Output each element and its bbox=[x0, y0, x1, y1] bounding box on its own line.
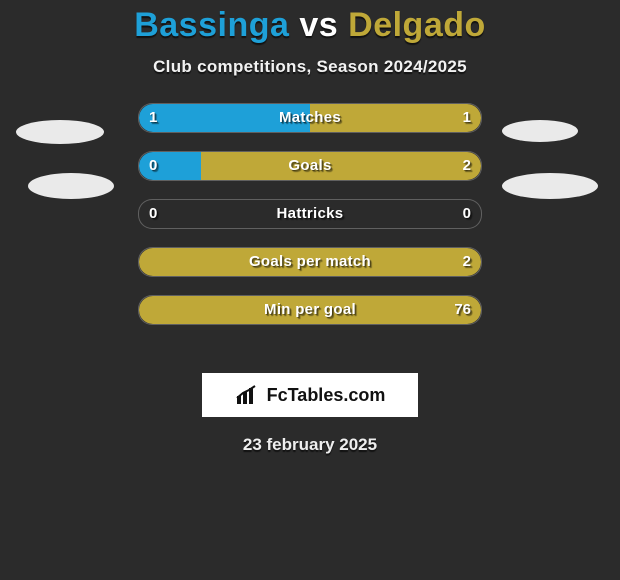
stat-value-right: 76 bbox=[454, 296, 471, 324]
stat-value-left: 0 bbox=[149, 152, 157, 180]
stat-value-right: 2 bbox=[463, 152, 471, 180]
page-title: Bassinga vs Delgado bbox=[0, 0, 620, 45]
brand-badge: FcTables.com bbox=[202, 373, 418, 417]
stats-stage: Matches11Goals02Hattricks00Goals per mat… bbox=[0, 103, 620, 363]
avatar-right-shape bbox=[502, 120, 578, 142]
stat-row: Hattricks0 0 bbox=[138, 199, 482, 229]
stat-value-left: 1 bbox=[149, 104, 157, 132]
stat-value-left: 0 bbox=[149, 200, 157, 228]
stat-row: Min per goal76 bbox=[138, 295, 482, 325]
brand-chart-icon bbox=[235, 384, 261, 406]
stat-label: Hattricks bbox=[139, 200, 481, 228]
stat-value-right: 1 bbox=[463, 104, 471, 132]
stat-label: Goals bbox=[139, 152, 481, 180]
avatar-right-shape bbox=[502, 173, 598, 199]
stat-row: Goals per match2 bbox=[138, 247, 482, 277]
snapshot-date: 23 february 2025 bbox=[0, 435, 620, 455]
player-left-name: Bassinga bbox=[134, 6, 289, 44]
player-right-name: Delgado bbox=[348, 6, 486, 44]
stat-value-right: 2 bbox=[463, 248, 471, 276]
stat-label: Goals per match bbox=[139, 248, 481, 276]
stat-row: Matches1 1 bbox=[138, 103, 482, 133]
brand-text: FcTables.com bbox=[267, 385, 386, 406]
vs-text: vs bbox=[299, 6, 338, 44]
stat-value-right: 0 bbox=[463, 200, 471, 228]
subtitle: Club competitions, Season 2024/2025 bbox=[0, 57, 620, 77]
stat-label: Matches bbox=[139, 104, 481, 132]
avatar-left-shape bbox=[28, 173, 114, 199]
comparison-infographic: Bassinga vs Delgado Club competitions, S… bbox=[0, 0, 620, 580]
stat-label: Min per goal bbox=[139, 296, 481, 324]
avatar-left-shape bbox=[16, 120, 104, 144]
stat-bars: Matches11Goals02Hattricks00Goals per mat… bbox=[138, 103, 482, 343]
stat-row: Goals0 2 bbox=[138, 151, 482, 181]
